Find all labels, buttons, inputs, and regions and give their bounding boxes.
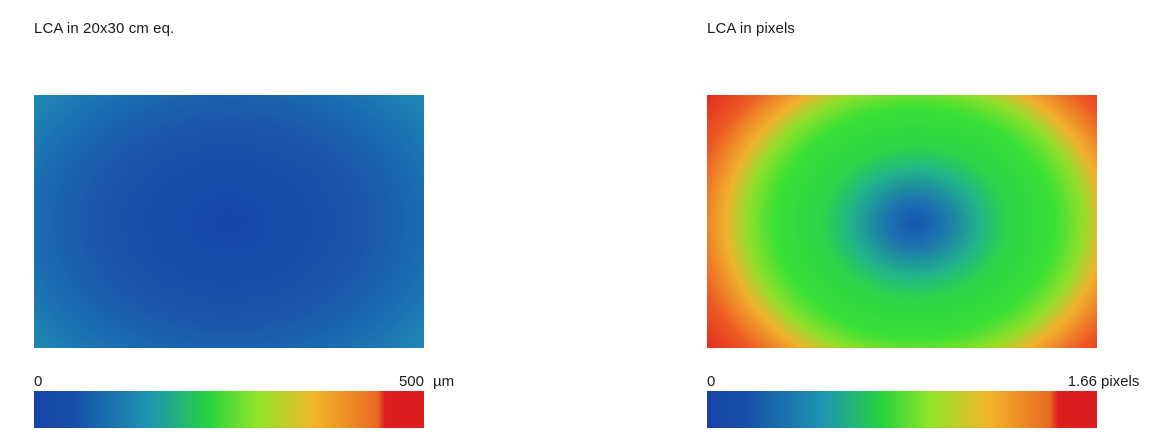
lca-px-title: LCA in pixels bbox=[707, 20, 796, 37]
lca-um-colorbar bbox=[34, 391, 424, 428]
lca-px-heatmap bbox=[707, 95, 1097, 348]
lca-um-scale-min: 0 bbox=[34, 373, 43, 390]
lca-px-scale-unit: pixels bbox=[1101, 373, 1140, 390]
lca-px-panel: LCA in pixels 0 1.66 pixels bbox=[707, 0, 1170, 442]
lca-um-title: LCA in 20x30 cm eq. bbox=[34, 20, 175, 37]
lca-um-scale-unit: µm bbox=[433, 373, 455, 390]
lca-um-heatmap bbox=[34, 95, 424, 348]
lca-px-scale-max: 1.66 bbox=[1067, 373, 1097, 390]
lca-um-panel: LCA in 20x30 cm eq. 0 500 µm bbox=[34, 0, 504, 442]
lca-px-colorbar bbox=[707, 391, 1097, 428]
lca-um-scale-max: 500 bbox=[398, 373, 424, 390]
lca-px-scale-min: 0 bbox=[707, 373, 716, 390]
lca-px-field bbox=[707, 95, 1097, 348]
lca-um-field bbox=[34, 95, 424, 348]
